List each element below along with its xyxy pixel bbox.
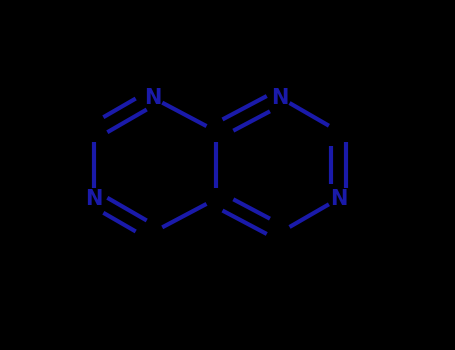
Text: N: N (271, 88, 288, 107)
Text: N: N (86, 189, 103, 209)
Text: N: N (330, 189, 347, 209)
Text: N: N (144, 88, 161, 107)
